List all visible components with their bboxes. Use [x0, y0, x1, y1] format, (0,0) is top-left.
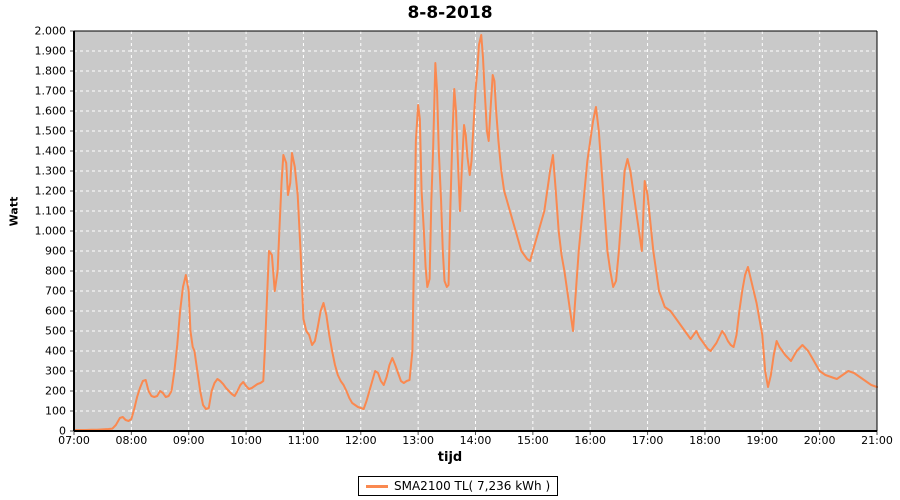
- x-axis-title: tijd: [437, 450, 463, 465]
- legend-color-swatch: [366, 484, 388, 488]
- axis-frame: [73, 30, 878, 432]
- grid-lines: [74, 31, 877, 431]
- chart-title: 8-8-2018: [407, 3, 493, 23]
- legend-entry-label: SMA2100 TL( 7,236 kWh ): [394, 479, 551, 493]
- chart-legend[interactable]: SMA2100 TL( 7,236 kWh ): [358, 476, 559, 496]
- data-series-lines: [73, 34, 878, 431]
